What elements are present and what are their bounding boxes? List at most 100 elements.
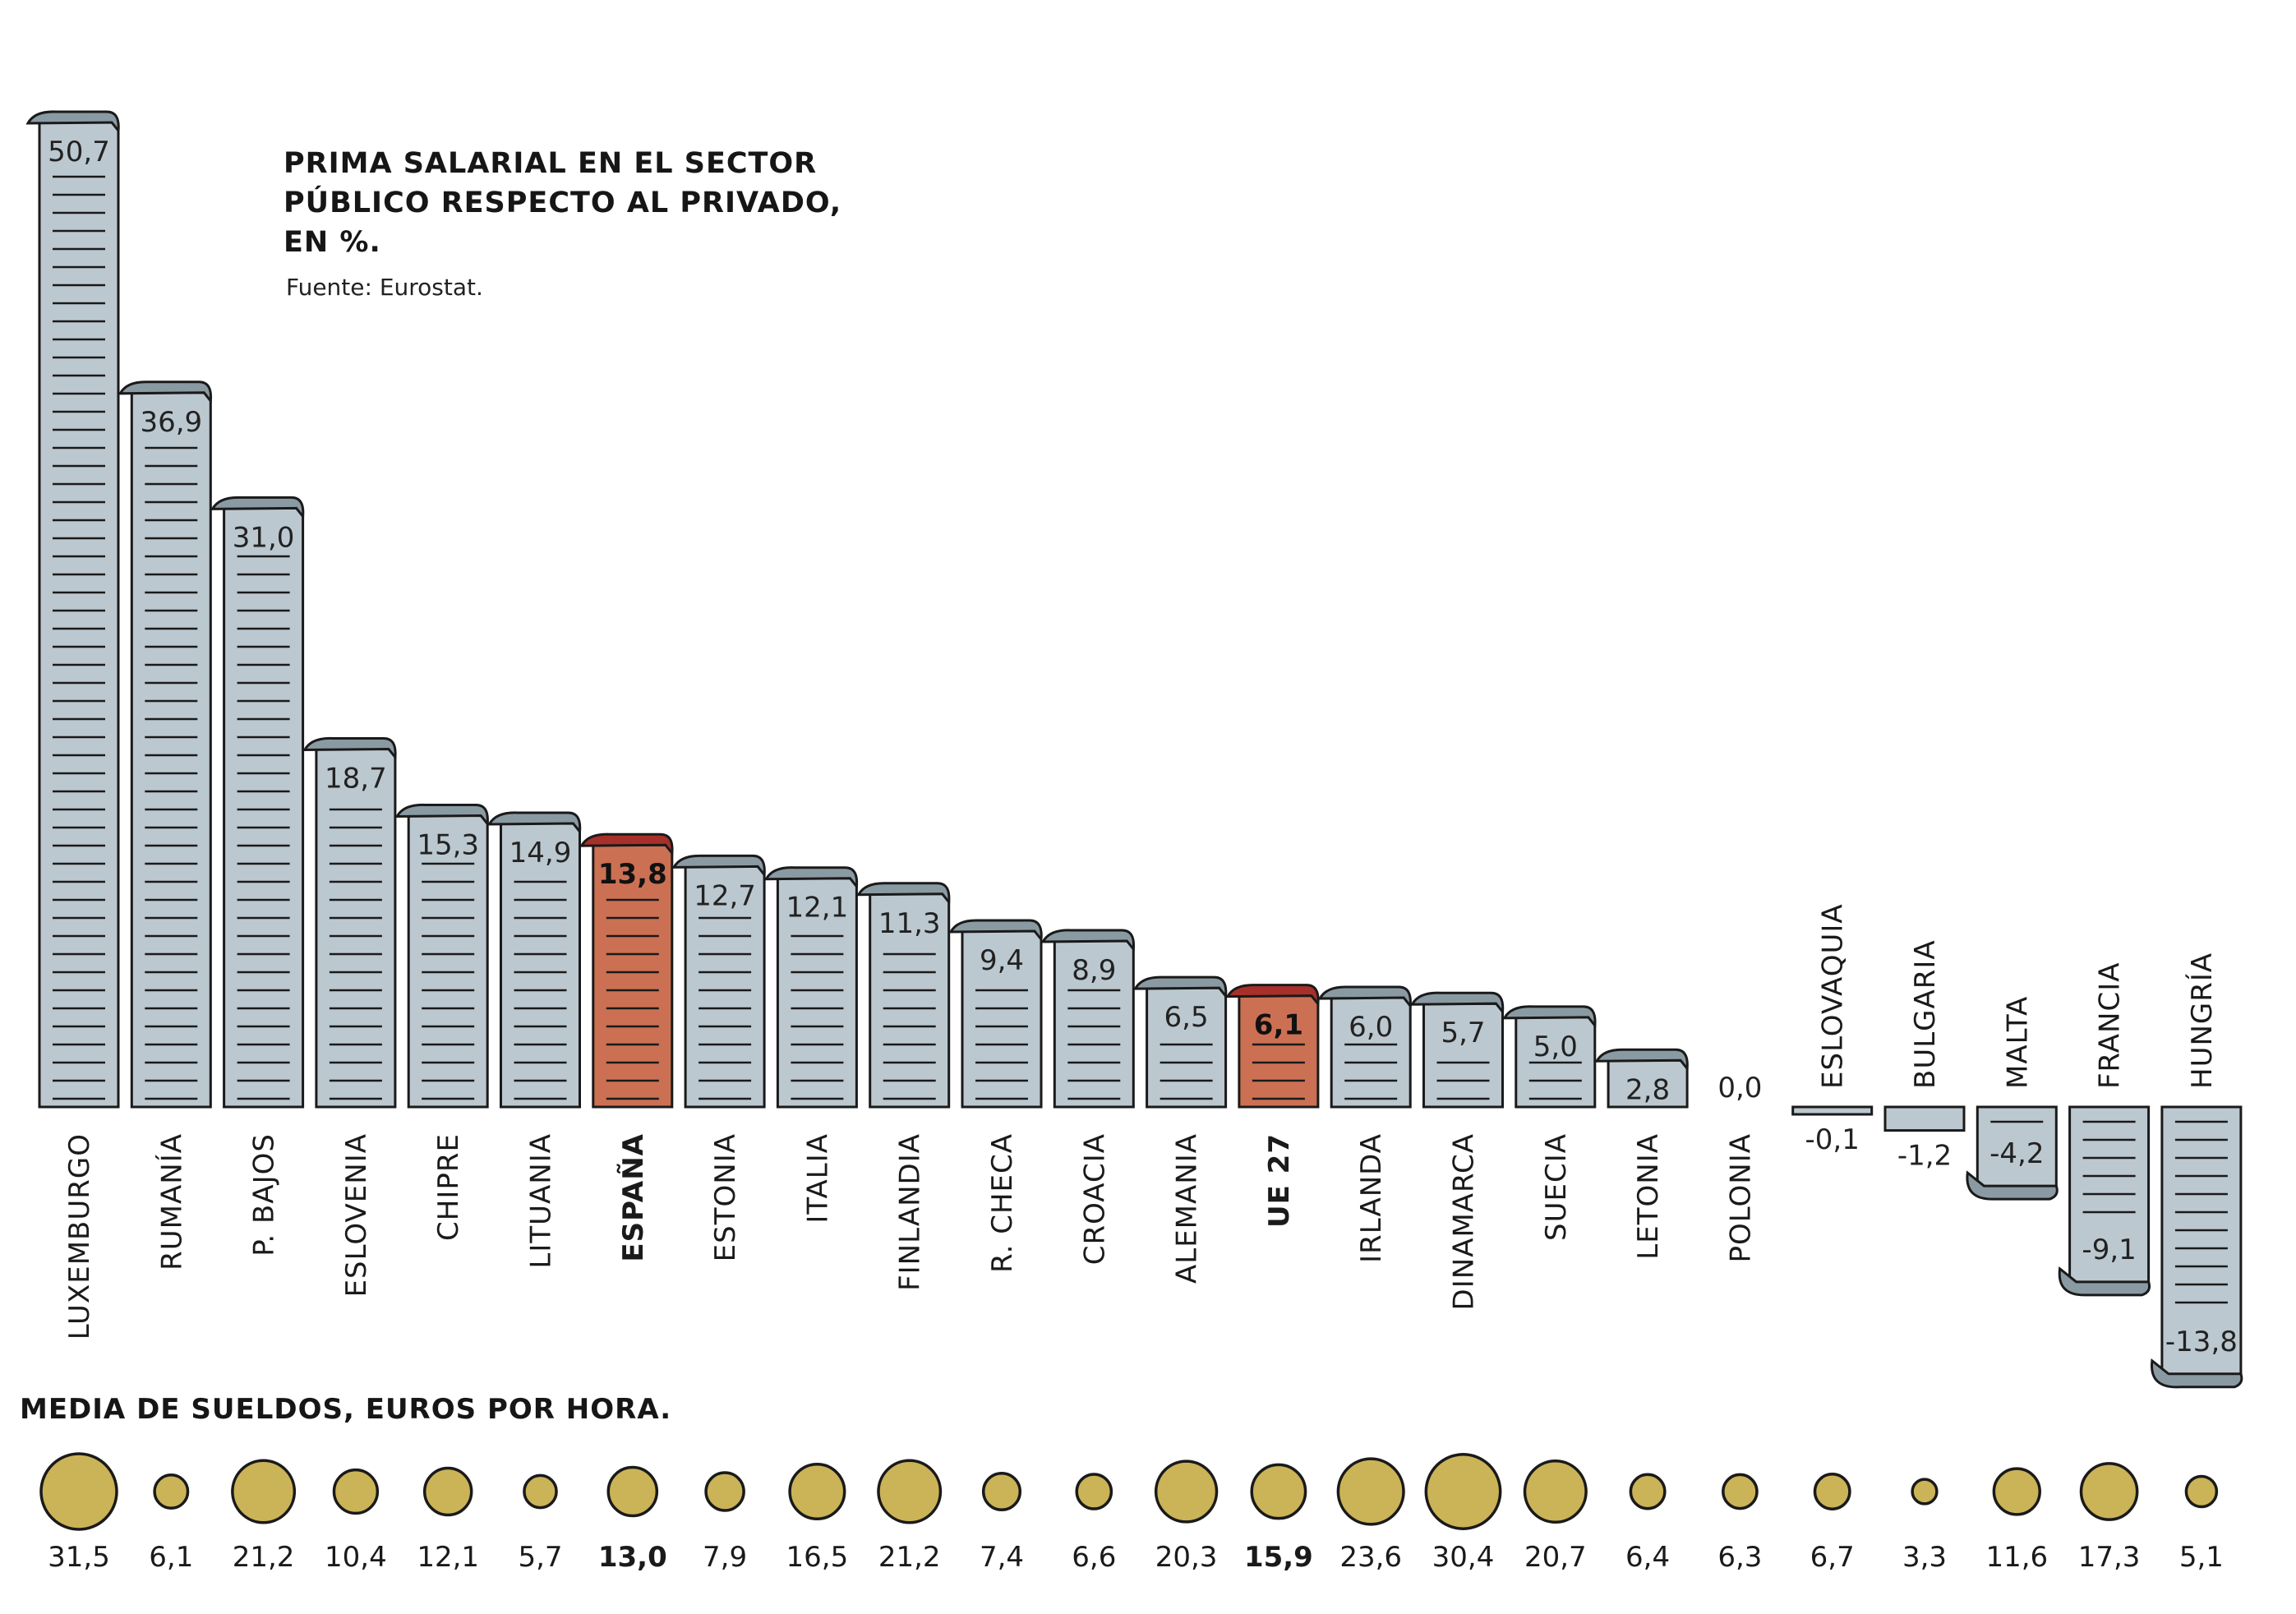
value-label: 2,8 bbox=[1625, 1073, 1670, 1106]
coin-mark bbox=[704, 1471, 745, 1512]
value-label: 12,1 bbox=[786, 892, 849, 925]
bar-ue-27: 6,1 bbox=[1225, 984, 1320, 1109]
coin-value-label: 15,9 bbox=[1244, 1541, 1313, 1574]
coin-mark bbox=[1424, 1453, 1502, 1530]
coin-mark bbox=[1250, 1463, 1307, 1520]
coin-alemania: 20,3 bbox=[1154, 1460, 1219, 1574]
bar-malta: -4,2 bbox=[1966, 1105, 2059, 1201]
coin-value-label: 31,5 bbox=[48, 1541, 110, 1574]
category-label-polonia: POLONIA bbox=[1724, 1133, 1757, 1262]
chart-title-line-2: PÚBLICO RESPECTO AL PRIVADO, bbox=[284, 185, 841, 219]
coin-value-label: 6,6 bbox=[1072, 1541, 1116, 1574]
coin-value-label: 12,1 bbox=[417, 1541, 479, 1574]
coin-eslovenia: 10,4 bbox=[325, 1468, 387, 1574]
coin-mark bbox=[877, 1459, 943, 1524]
coin-mark bbox=[788, 1462, 846, 1521]
category-label-irlanda: IRLANDA bbox=[1355, 1133, 1388, 1263]
value-label: -13,8 bbox=[2165, 1326, 2238, 1358]
coin-mark bbox=[606, 1465, 659, 1518]
bar-hungria: -13,8 bbox=[2151, 1105, 2243, 1389]
coin-value-label: 10,4 bbox=[325, 1541, 387, 1574]
value-label: 6,0 bbox=[1349, 1011, 1393, 1044]
value-label: 6,5 bbox=[1164, 1001, 1209, 1034]
value-label: 12,7 bbox=[694, 879, 756, 912]
bar-curl bbox=[1409, 991, 1505, 1016]
bar-espana: 13,8 bbox=[579, 832, 674, 1109]
coin-mark bbox=[1722, 1473, 1759, 1510]
coin-value-label: 7,9 bbox=[703, 1541, 747, 1574]
coin-bulgaria: 3,3 bbox=[1902, 1478, 1947, 1574]
coin-mark bbox=[1075, 1473, 1113, 1510]
coin-value-label: 6,7 bbox=[1810, 1541, 1855, 1574]
coin-value-label: 6,3 bbox=[1717, 1541, 1762, 1574]
bar-dinamarca: 5,7 bbox=[1409, 991, 1505, 1109]
coin-value-label: 5,1 bbox=[2179, 1541, 2224, 1574]
coin-mark bbox=[1992, 1467, 2041, 1516]
bar-body bbox=[2160, 1105, 2243, 1379]
coin-estonia: 7,9 bbox=[703, 1471, 747, 1574]
coin-francia: 17,3 bbox=[2078, 1462, 2140, 1574]
value-label: 15,3 bbox=[417, 828, 479, 861]
category-label-francia: FRANCIA bbox=[2094, 961, 2127, 1089]
bar-eslovenia: 18,7 bbox=[302, 736, 397, 1109]
category-label-rumania: RUMANÍA bbox=[154, 1133, 188, 1270]
coin-mark bbox=[39, 1452, 118, 1531]
category-label-alemania: ALEMANIA bbox=[1171, 1133, 1204, 1284]
bar-finlandia: 11,3 bbox=[856, 882, 951, 1109]
value-label: -9,1 bbox=[2082, 1234, 2136, 1266]
category-label-bulgaria: BULGARIA bbox=[1909, 939, 1942, 1089]
bar-croacia: 8,9 bbox=[1040, 929, 1136, 1109]
coin-dinamarca: 30,4 bbox=[1424, 1453, 1502, 1574]
category-label-luxemburgo: LUXEMBURGO bbox=[63, 1133, 96, 1340]
coin-value-label: 13,0 bbox=[598, 1541, 667, 1574]
value-label: 6,1 bbox=[1254, 1009, 1303, 1042]
category-label-malta: MALTA bbox=[2001, 996, 2034, 1089]
value-label: 5,0 bbox=[1533, 1031, 1578, 1063]
category-label-p-bajos: P. BAJOS bbox=[248, 1133, 281, 1257]
bar-body bbox=[2068, 1105, 2151, 1287]
coin-mark bbox=[332, 1468, 380, 1515]
bar-body bbox=[130, 391, 212, 1109]
chart-title-line-1: PRIMA SALARIAL EN EL SECTOR bbox=[284, 147, 817, 180]
bar-francia: -9,1 bbox=[2058, 1105, 2151, 1297]
bar-curl bbox=[1966, 1170, 2059, 1201]
coin-rumania: 6,1 bbox=[149, 1473, 193, 1574]
coin-finlandia: 21,2 bbox=[877, 1459, 943, 1574]
coin-letonia: 6,4 bbox=[1625, 1473, 1670, 1574]
value-label: 13,8 bbox=[598, 858, 667, 891]
category-label-letonia: LETONIA bbox=[1632, 1133, 1665, 1260]
coin-value-label: 6,4 bbox=[1625, 1541, 1670, 1574]
bar-body bbox=[223, 506, 305, 1109]
coin-luxemburgo: 31,5 bbox=[39, 1452, 118, 1574]
bar-body bbox=[1791, 1105, 1874, 1116]
bar-eslovaquia: -0,1 bbox=[1791, 1105, 1874, 1156]
value-label: -0,1 bbox=[1805, 1123, 1860, 1156]
coin-polonia: 6,3 bbox=[1717, 1473, 1762, 1574]
category-label-dinamarca: DINAMARCA bbox=[1448, 1133, 1481, 1310]
bar-curl bbox=[394, 803, 489, 828]
coin-mark bbox=[2079, 1462, 2139, 1521]
bar-curl bbox=[671, 854, 766, 878]
coin-value-label: 5,7 bbox=[518, 1541, 562, 1574]
category-label-italia: ITALIA bbox=[801, 1133, 834, 1224]
coin-mark bbox=[422, 1466, 473, 1517]
coin-mark bbox=[231, 1459, 297, 1524]
value-label: -4,2 bbox=[1989, 1137, 2044, 1170]
category-label-r-checa: R. CHECA bbox=[986, 1133, 1019, 1273]
category-label-chipre: CHIPRE bbox=[432, 1133, 465, 1241]
coin-eslovaquia: 6,7 bbox=[1810, 1473, 1855, 1574]
bar-curl bbox=[2151, 1358, 2243, 1389]
value-label: 5,7 bbox=[1441, 1017, 1485, 1049]
coin-ue-27: 15,9 bbox=[1244, 1463, 1313, 1574]
bar-p-bajos: 31,0 bbox=[210, 496, 305, 1109]
coin-mark bbox=[981, 1471, 1022, 1512]
bar-curl bbox=[210, 496, 305, 520]
bar-suecia: 5,0 bbox=[1502, 1005, 1597, 1109]
coin-mark bbox=[523, 1473, 558, 1510]
bar-curl bbox=[856, 882, 951, 906]
value-label: 8,9 bbox=[1072, 954, 1116, 987]
bar-curl bbox=[1040, 929, 1136, 952]
bar-series: 50,7 36,9 31,0 18,7 15,3 14,9 13,8 12,7 12,1 11,3… bbox=[25, 110, 2243, 1389]
coin-mark bbox=[1629, 1473, 1667, 1510]
